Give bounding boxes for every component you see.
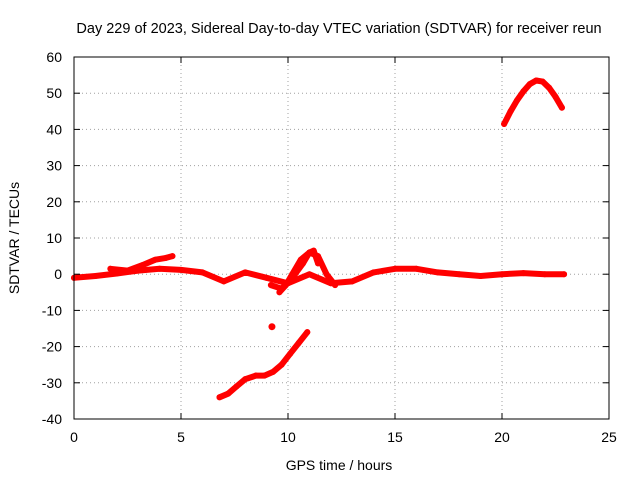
y-tick-label: 40 (46, 121, 62, 137)
data-point (139, 262, 146, 269)
data-point (314, 260, 321, 267)
data-point (124, 267, 131, 274)
x-axis-label: GPS time / hours (286, 457, 393, 473)
data-point (541, 271, 548, 278)
series-main-band (71, 265, 568, 287)
x-tick-label: 20 (494, 429, 510, 445)
data-point (310, 247, 317, 254)
data-point (289, 274, 296, 281)
data-point (413, 265, 420, 272)
data-point (520, 270, 527, 277)
data-point (520, 88, 527, 95)
x-tick-label: 10 (280, 429, 296, 445)
data-point (499, 271, 505, 278)
data-point (306, 271, 313, 278)
y-tick-label: 30 (46, 158, 62, 174)
data-point (323, 271, 330, 278)
x-tick-label: 5 (177, 429, 185, 445)
data-point (507, 108, 514, 115)
data-point (295, 339, 302, 346)
data-point (163, 254, 170, 261)
y-tick-label: 60 (46, 49, 62, 65)
data-point (434, 269, 441, 276)
data-point (252, 372, 259, 379)
data-point (225, 390, 232, 397)
data-point (332, 282, 339, 289)
data-point (261, 372, 268, 379)
data-point (156, 265, 163, 272)
data-point (370, 269, 377, 276)
data-point (107, 265, 114, 272)
data-point (152, 256, 159, 263)
data-point (526, 81, 533, 88)
y-tick-label: -30 (42, 375, 62, 391)
data-point (169, 253, 176, 260)
data-point (539, 78, 546, 85)
data-point (287, 350, 294, 357)
data-point (392, 265, 398, 272)
chart-title: Day 229 of 2023, Sidereal Day-to-day VTE… (76, 21, 601, 37)
x-tick-label: 15 (387, 429, 403, 445)
data-point (278, 285, 285, 292)
data-point (552, 93, 559, 100)
data-point (561, 271, 568, 278)
series-late-arc (501, 77, 565, 127)
data-point (456, 271, 463, 278)
y-tick-label: -10 (42, 302, 62, 318)
y-tick-label: -20 (42, 339, 62, 355)
y-tick-label: 10 (46, 230, 62, 246)
data-point (513, 97, 520, 104)
y-tick-label: 0 (54, 266, 62, 282)
data-point (199, 269, 206, 276)
data-point (304, 329, 311, 336)
y-axis-label: SDTVAR / TECUs (6, 182, 22, 294)
data-point (178, 266, 184, 273)
data-point (299, 260, 306, 267)
y-tick-label: 20 (46, 194, 62, 210)
data-point (533, 77, 540, 84)
data-point (270, 368, 277, 375)
data-point (349, 278, 356, 285)
data-series (71, 77, 568, 401)
data-point (267, 282, 274, 289)
series-negative-arc (216, 329, 311, 401)
y-tick-label: 50 (46, 85, 62, 101)
data-point (233, 383, 240, 390)
grid-lines (74, 57, 609, 419)
data-point (278, 361, 285, 368)
data-point (242, 269, 249, 276)
data-point (268, 323, 276, 331)
y-tick-label: -40 (42, 411, 62, 427)
data-point (242, 376, 249, 383)
data-point (92, 273, 99, 280)
data-point (216, 394, 223, 401)
x-tick-label: 25 (601, 429, 617, 445)
data-point (263, 274, 270, 281)
data-point (546, 84, 553, 91)
data-point (220, 278, 227, 285)
x-tick-label: 0 (70, 429, 78, 445)
axis-ticks: 0 5 10 15 20 25 -40 -30 -20 -10 0 10 20 30 40 50 60 (42, 49, 617, 445)
data-point (477, 273, 484, 280)
data-point (501, 120, 508, 127)
data-point (558, 104, 565, 111)
